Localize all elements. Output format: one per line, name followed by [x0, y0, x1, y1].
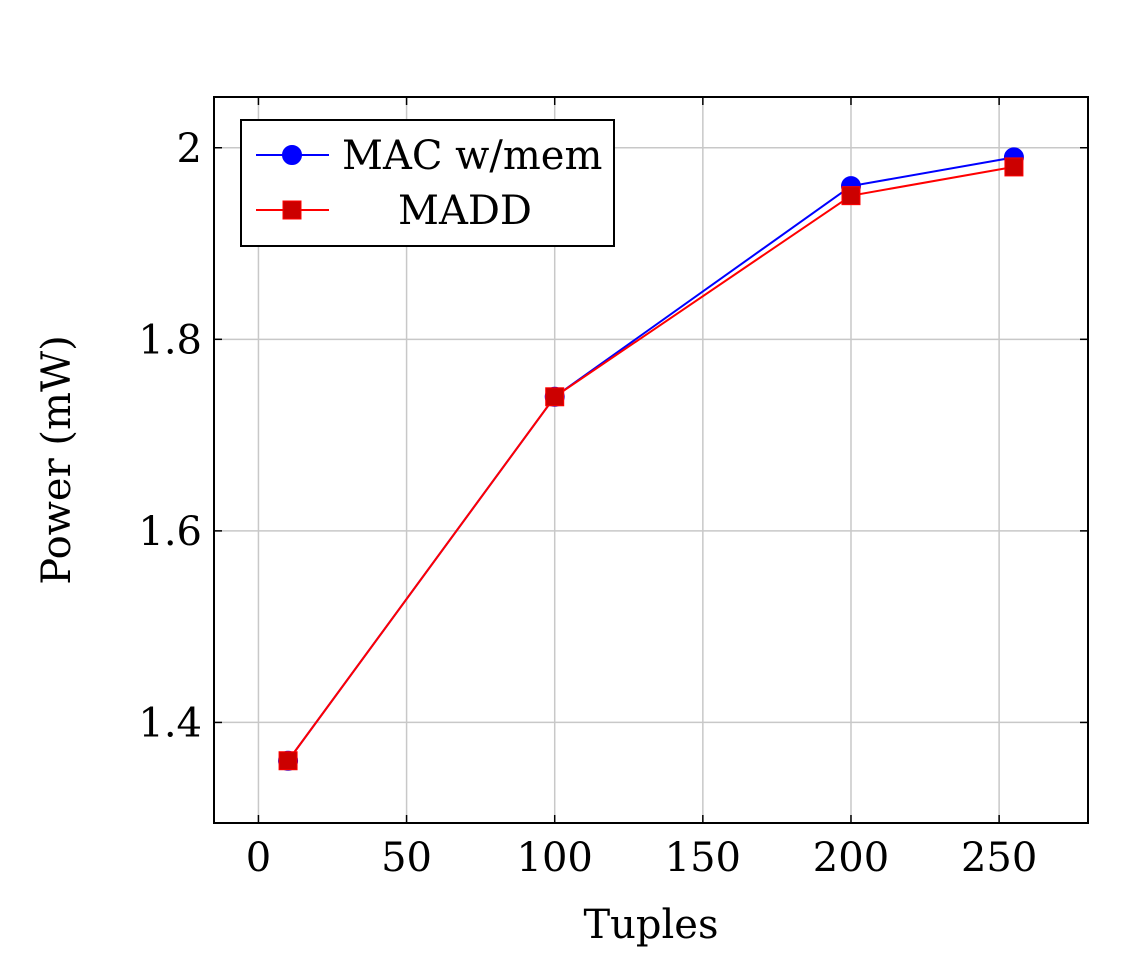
x-tick-label: 150 — [665, 835, 741, 881]
y-tick-label: 1.4 — [138, 700, 202, 746]
legend-box — [240, 119, 615, 247]
x-tick-label: 100 — [517, 835, 593, 881]
legend-entry: MADD — [256, 188, 532, 234]
legend-marker — [282, 200, 302, 220]
y-tick-label: 1.8 — [138, 317, 202, 363]
legend-entry: MAC w/mem — [256, 133, 602, 179]
legend-label: MAC w/mem — [342, 133, 602, 179]
data-point — [278, 751, 298, 771]
x-tick-label: 200 — [813, 835, 889, 881]
series-line — [287, 156, 1015, 762]
series-layer — [278, 147, 1024, 771]
axis-ticks: 0 50 100 150 200 250 1.4 1.6 1.8 2 — [138, 97, 1088, 881]
series-line — [287, 165, 1015, 762]
y-axis-label: Power (mW) — [34, 335, 80, 584]
x-tick-label: 0 — [246, 835, 271, 881]
legend-marker — [282, 145, 302, 165]
data-point — [1004, 157, 1024, 177]
y-tick-label: 2 — [177, 126, 202, 172]
data-point — [545, 387, 565, 407]
plot-frame — [213, 96, 1089, 824]
legend-label: MADD — [398, 188, 532, 234]
x-axis-label: Tuples — [583, 902, 718, 948]
x-tick-label: 50 — [381, 835, 432, 881]
x-tick-label: 250 — [961, 835, 1037, 881]
legend: MAC w/mem MADD — [240, 119, 615, 247]
data-point — [841, 186, 861, 206]
y-tick-label: 1.6 — [138, 509, 202, 555]
series-madd — [278, 157, 1024, 771]
